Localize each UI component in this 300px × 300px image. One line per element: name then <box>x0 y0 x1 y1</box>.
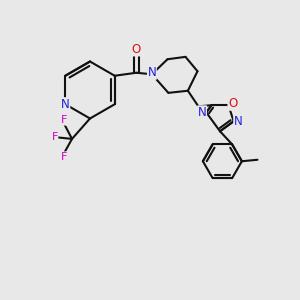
Text: N: N <box>234 115 243 128</box>
Text: F: F <box>61 152 68 162</box>
Text: N: N <box>148 66 156 79</box>
Text: N: N <box>61 98 70 111</box>
Text: O: O <box>132 43 141 56</box>
Text: O: O <box>228 97 237 110</box>
Text: F: F <box>61 115 68 125</box>
Text: F: F <box>51 132 58 142</box>
Text: N: N <box>198 106 206 119</box>
